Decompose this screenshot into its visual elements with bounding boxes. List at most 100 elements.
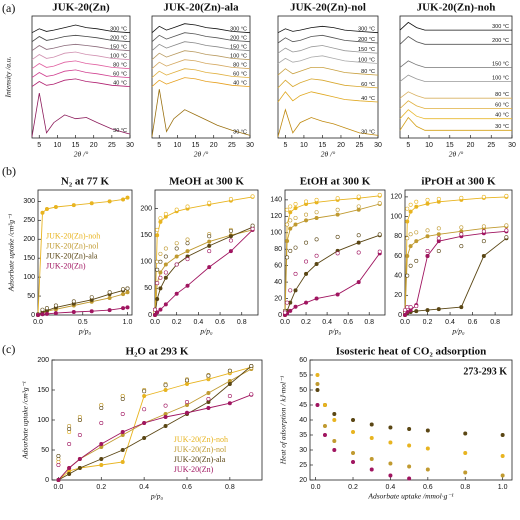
data-point: [174, 291, 179, 296]
legend-label: JUK-20(Zn)-nol: [46, 241, 99, 250]
temperature-label: 300 °C: [230, 27, 247, 33]
data-point: [500, 473, 505, 478]
temperature-label: 150 °C: [110, 45, 127, 51]
data-point: [304, 271, 309, 276]
data-point: [405, 253, 410, 258]
temperature-label: 80 °C: [233, 63, 247, 69]
data-point: [414, 239, 419, 244]
data-point: [185, 410, 190, 415]
desorption-point: [436, 226, 441, 231]
chart-title: H₂O at 293 K: [126, 346, 189, 358]
data-point: [35, 312, 40, 317]
desorption-point: [414, 230, 419, 235]
data-point: [44, 206, 49, 211]
desorption-point: [185, 257, 190, 262]
data-point: [425, 201, 430, 206]
data-point: [436, 232, 441, 237]
plot-frame: [151, 15, 251, 139]
x-tick-label: 30: [126, 142, 134, 149]
temperature-label: 100 °C: [230, 54, 247, 60]
desorption-point: [155, 267, 160, 272]
data-line: [31, 78, 131, 87]
y-tick-label: 100: [23, 274, 35, 281]
temperature-label: 40 °C: [113, 81, 127, 87]
data-point: [227, 401, 232, 406]
desorption-point: [314, 197, 319, 202]
desorption-point: [414, 304, 419, 309]
desorption-point: [250, 194, 255, 199]
temperature-label: 150 °C: [358, 47, 375, 53]
data-point: [228, 249, 233, 254]
desorption-point: [293, 271, 298, 276]
data-point: [414, 204, 419, 209]
x-tick-label: 0.8: [460, 484, 470, 491]
y-tick-label: 150: [23, 255, 35, 262]
chart-title: iPrOH at 300 K: [421, 176, 496, 188]
desorption-point: [227, 393, 232, 398]
y-tick-label: 80: [394, 233, 402, 240]
desorption-point: [356, 204, 361, 209]
y-tick-label: 35: [299, 432, 307, 439]
y-tick-label: 0: [278, 312, 282, 319]
y-tick-label: 0: [398, 312, 402, 319]
data-line: [154, 226, 253, 316]
desorption-point: [206, 396, 211, 401]
data-point: [425, 446, 430, 451]
data-point: [89, 309, 94, 314]
data-point: [322, 432, 327, 437]
desorption-point: [504, 228, 509, 233]
x-tick-label: 15: [72, 142, 80, 149]
desorption-point: [155, 227, 160, 232]
desorption-point: [56, 462, 61, 467]
data-point: [77, 465, 82, 470]
y-axis-label: Adsorbate uptake /cm³g⁻¹: [21, 380, 30, 459]
data-point: [388, 473, 393, 478]
data-line: [31, 93, 131, 137]
data-point: [293, 288, 298, 293]
data-point: [107, 295, 112, 300]
desorption-point: [459, 195, 464, 200]
desorption-point: [436, 249, 441, 254]
chart-title: MeOH at 300 K: [169, 176, 244, 188]
desorption-point: [293, 245, 298, 250]
desorption-point: [77, 417, 82, 422]
desorption-point: [174, 241, 179, 246]
desorption-point: [163, 211, 168, 216]
plot-frame: [284, 189, 386, 316]
x-axis-label: 2θ /°: [321, 150, 335, 159]
data-point: [288, 210, 293, 215]
desorption-point: [335, 207, 340, 212]
x-tick-label: 1.0: [123, 319, 133, 326]
desorption-point: [481, 194, 486, 199]
x-tick-label: 20: [467, 142, 475, 149]
x-tick-label: 30: [374, 142, 382, 149]
x-tick-label: 10: [425, 142, 433, 149]
desorption-point: [56, 453, 61, 458]
y-tick-label: 120: [390, 194, 402, 201]
data-point: [155, 233, 160, 238]
data-point: [408, 209, 413, 214]
data-point: [314, 262, 319, 267]
y-tick-label: 120: [270, 213, 282, 220]
desorption-point: [304, 212, 309, 217]
temperature-label: 60 °C: [113, 72, 127, 78]
y-tick-label: 60: [274, 263, 282, 270]
desorption-point: [425, 228, 430, 233]
data-point: [77, 456, 82, 461]
desorption-point: [155, 259, 160, 264]
data-point: [314, 215, 319, 220]
data-line: [151, 59, 251, 70]
data-point: [121, 306, 126, 311]
data-point: [158, 270, 163, 275]
x-axis-label: 2θ /°: [194, 150, 208, 159]
data-point: [369, 422, 374, 427]
desorption-point: [504, 235, 509, 240]
temperature-label: 100 °C: [492, 75, 509, 81]
y-tick-label: 300: [23, 198, 35, 205]
desorption-point: [125, 286, 130, 291]
y-tick-label: 20: [299, 477, 307, 484]
desorption-point: [282, 310, 287, 315]
y-tick-label: 20: [274, 295, 282, 302]
temperature-label: 60 °C: [361, 82, 375, 88]
x-tick-label: 0.8: [490, 319, 500, 326]
